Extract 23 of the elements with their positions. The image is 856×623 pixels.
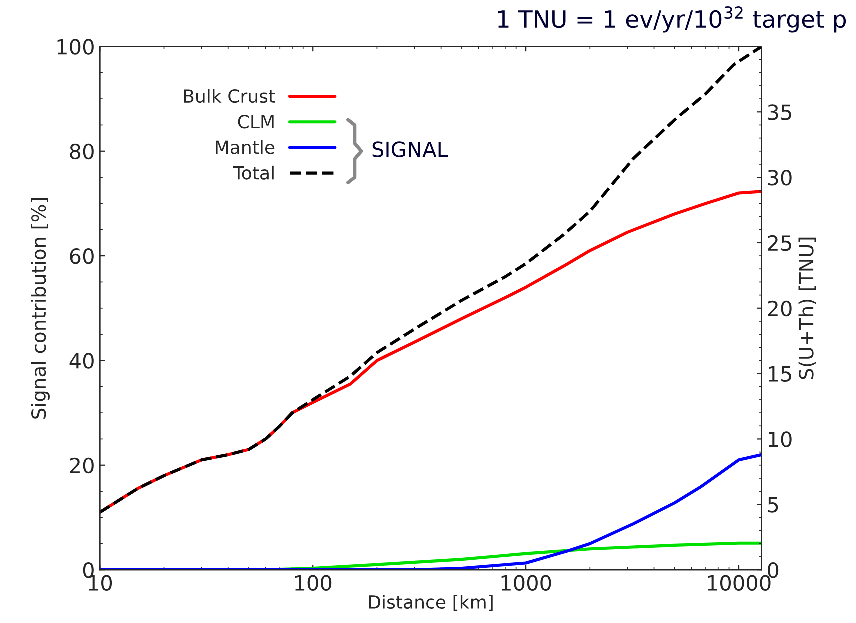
y2-tick-label: 15 (768, 366, 792, 382)
y-tick-label: 60 (70, 248, 94, 264)
y-tick-label: 80 (70, 144, 94, 160)
y2-tick-label: 30 (768, 170, 792, 186)
legend-label: Total (233, 166, 274, 180)
y-tick-label: 100 (58, 39, 94, 55)
legend-label: Mantle (216, 140, 275, 154)
legend-label: Bulk Crust (184, 89, 276, 104)
y-tick-label: 20 (70, 458, 94, 474)
y-tick-label: 40 (70, 353, 94, 369)
legend-label: CLM (238, 115, 274, 129)
y-axis-title: Signal contribution [%] (31, 198, 50, 419)
x-tick-label: 1000 (502, 575, 552, 592)
annotation: SIGNAL (372, 142, 448, 158)
x-axis-title: Distance [km] (369, 595, 493, 612)
y2-axis-title: S(U+Th) [TNU] (798, 238, 816, 380)
x-tick-label: 100 (296, 575, 332, 592)
y2-tick-label: 25 (768, 235, 792, 252)
y2-tick-label: 10 (768, 432, 792, 448)
y2-tick-label: 20 (768, 300, 792, 317)
y2-tick-label: 35 (768, 104, 792, 120)
y2-tick-label: 5 (768, 497, 778, 513)
chart-title: 1 TNU = 1 ev/yr/10$^{32}$ target p (498, 6, 846, 33)
